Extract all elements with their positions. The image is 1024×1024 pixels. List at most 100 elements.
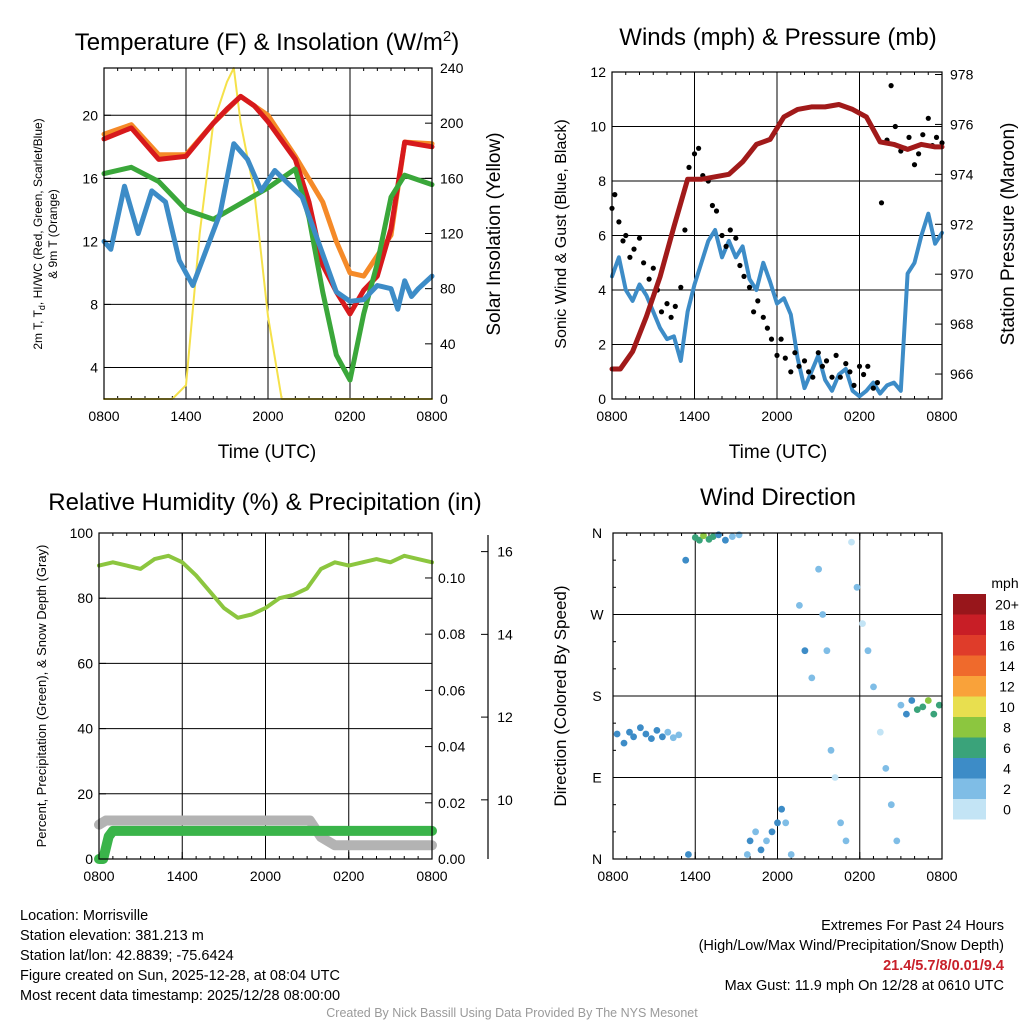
dir-xtick-label: 2000 xyxy=(762,868,793,884)
wind-series-maroon xyxy=(609,102,945,372)
wind-gust-point xyxy=(847,369,853,375)
dir-point xyxy=(669,734,677,742)
dir-point xyxy=(642,730,650,738)
rh-ylabel-left: Percent, Precipitation (Green), & Snow D… xyxy=(34,545,49,848)
wind-xtick-label: 0800 xyxy=(596,408,627,424)
created-text: Figure created on Sun, 2025-12-28, at 08… xyxy=(20,968,340,984)
wind-left-ytick-label: 12 xyxy=(590,64,606,80)
legend-label: 4 xyxy=(1003,760,1011,776)
wind-gust-point xyxy=(737,262,743,269)
wind-ylabel-right: Station Pressure (Maroon) xyxy=(998,123,1019,346)
dir-point xyxy=(924,697,932,704)
wind-left-ytick-label: 8 xyxy=(598,173,606,189)
dir-point xyxy=(864,647,872,655)
dir-point xyxy=(842,837,850,845)
rh-precip-tick-label: 0.08 xyxy=(438,626,465,642)
wind-gust-point xyxy=(806,369,812,375)
temp-title: Temperature (F) & Insolation (W/m2) xyxy=(75,28,459,56)
wind-left-ytick-label: 6 xyxy=(598,228,606,244)
rh-precip-tick-label: 0.02 xyxy=(438,795,465,811)
wind-gust-point xyxy=(888,83,894,89)
dir-point xyxy=(774,819,781,827)
rh-snow-tick-label: 10 xyxy=(497,792,513,808)
temp-xtick-label: 0800 xyxy=(88,408,119,424)
dir-point xyxy=(831,774,839,781)
wind-title: Winds (mph) & Pressure (mb) xyxy=(619,24,936,51)
wind-left-ytick-label: 2 xyxy=(598,337,606,353)
wind-gust-point xyxy=(760,314,766,320)
location-text: Location: Morrisville xyxy=(20,908,149,924)
legend-label: 10 xyxy=(999,699,1015,715)
wind-left-ytick-label: 0 xyxy=(598,391,606,407)
wind-gust-point xyxy=(636,235,643,241)
extremes-values: 21.4/5.7/8/0.01/9.4 xyxy=(883,958,1004,974)
rh-xtick-label: 0200 xyxy=(333,868,364,884)
dir-point xyxy=(728,533,736,540)
dir-point xyxy=(778,805,785,813)
dir-point xyxy=(653,727,661,734)
temp-right-ytick-label: 80 xyxy=(440,281,456,297)
wind-xtick-label: 1400 xyxy=(679,408,710,424)
dir-point xyxy=(897,701,905,709)
temp-left-ytick-label: 8 xyxy=(90,296,98,312)
latlon-text: Station lat/lon: 42.8839; -75.6424 xyxy=(20,948,234,964)
elevation-text: Station elevation: 381.213 m xyxy=(20,928,204,944)
temp-series-red xyxy=(101,93,435,317)
temp-xtick-label: 0800 xyxy=(416,408,447,424)
dir-point xyxy=(757,846,765,854)
wind-gust-point xyxy=(646,276,652,282)
legend-swatch xyxy=(953,676,986,697)
dir-ytick-label: W xyxy=(590,607,604,623)
rh-left-ytick-label: 80 xyxy=(77,590,93,606)
dir-point xyxy=(752,828,759,836)
temp-right-ytick-label: 240 xyxy=(440,60,464,76)
dir-point xyxy=(853,583,861,591)
wind-right-ytick-label: 966 xyxy=(950,366,974,382)
dir-xtick-label: 0800 xyxy=(597,868,628,884)
dir-point xyxy=(659,733,666,741)
wind-series-blue xyxy=(610,211,944,399)
dir-point xyxy=(882,765,890,772)
wind-gust-point xyxy=(696,145,702,151)
dir-point xyxy=(908,697,916,704)
legend-swatch xyxy=(953,594,986,615)
dir-ytick-label: N xyxy=(592,851,602,867)
dir-ytick-label: E xyxy=(592,770,601,786)
wind-gust-point xyxy=(878,200,885,206)
temp-ylabel-left: 2m T, Td, HI/WC (Red, Green, Scarlet/Blu… xyxy=(31,118,47,349)
wind-xtick-label: 2000 xyxy=(761,408,792,424)
wind-right-ytick-label: 968 xyxy=(950,316,974,332)
dir-point xyxy=(626,728,633,736)
wind-gust-point xyxy=(623,232,629,239)
rh-left-ytick-label: 20 xyxy=(77,786,93,802)
wind-gust-point xyxy=(672,303,678,309)
extremes-subtitle: (High/Low/Max Wind/Precipitation/Snow De… xyxy=(698,938,1004,954)
legend-label: 20+ xyxy=(995,596,1019,612)
legend-label: 2 xyxy=(1003,781,1011,797)
temp-left-ytick-label: 20 xyxy=(82,107,98,123)
station-info: Location: Morrisville Station elevation:… xyxy=(20,906,340,1006)
wind-gust-point xyxy=(788,369,794,375)
wind-gust-point xyxy=(833,352,839,358)
dir-point xyxy=(787,851,795,858)
dir-point xyxy=(819,611,827,618)
rh-xtick-label: 0800 xyxy=(416,868,447,884)
dir-point xyxy=(796,602,803,609)
temp-right-ytick-label: 160 xyxy=(440,170,464,186)
wind-gust-point xyxy=(920,132,926,138)
dir-point xyxy=(620,739,628,747)
wind-gust-point xyxy=(774,352,780,358)
dir-xtick-label: 0800 xyxy=(926,868,957,884)
wind-gust-point xyxy=(616,219,622,225)
dir-point xyxy=(630,733,637,741)
wind-right-ytick-label: 976 xyxy=(950,116,974,132)
dir-point xyxy=(935,701,943,709)
dir-point xyxy=(876,728,884,736)
dir-point xyxy=(682,556,690,564)
dir-point xyxy=(664,728,672,736)
temp-xtick-label: 0200 xyxy=(334,408,365,424)
dir-point xyxy=(743,851,751,858)
wind-gust-point xyxy=(911,162,918,168)
wind-gust-point xyxy=(851,382,857,388)
wind-gust-point xyxy=(733,235,739,241)
